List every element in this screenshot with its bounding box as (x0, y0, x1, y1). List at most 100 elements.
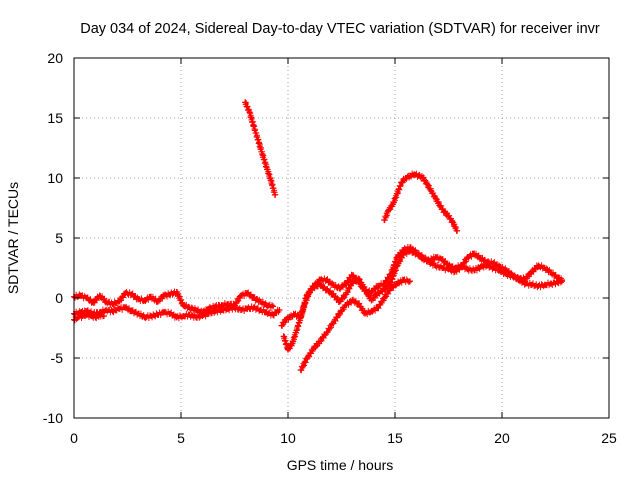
x-tick-label: 10 (280, 430, 296, 446)
data-point (310, 283, 317, 289)
data-point (83, 295, 90, 301)
data-point (255, 136, 262, 143)
data-point (259, 151, 266, 157)
data-point (535, 283, 542, 289)
data-point (406, 278, 413, 285)
grid (74, 58, 609, 418)
data-point (362, 310, 369, 317)
data-point (180, 302, 187, 309)
data-point (394, 280, 401, 287)
data-point (426, 257, 433, 264)
data-point (109, 301, 116, 307)
data-point (128, 291, 135, 298)
data-point (242, 99, 249, 106)
data-point (400, 277, 407, 283)
data-point (355, 279, 362, 286)
data-point (289, 340, 296, 347)
data-point (270, 311, 277, 318)
data-point (302, 299, 309, 306)
data-point (128, 308, 135, 315)
data-point (173, 289, 180, 295)
series-track-7 (297, 276, 413, 374)
data-point (394, 190, 401, 197)
data-point (548, 280, 555, 287)
y-tick-label: 20 (47, 50, 63, 66)
data-point (135, 296, 142, 303)
data-point (323, 277, 330, 283)
data-point (267, 177, 274, 184)
series-track-4 (242, 99, 279, 199)
data-point (484, 262, 491, 269)
data-point (548, 269, 555, 276)
data-point (387, 285, 394, 292)
data-point (115, 298, 122, 305)
data-point (257, 298, 264, 305)
data-point (471, 267, 478, 274)
data-point (250, 123, 257, 130)
data-point (96, 311, 103, 318)
data-point (115, 305, 122, 312)
data-point (381, 286, 388, 293)
data-point (415, 172, 422, 179)
series-track-6 (280, 243, 565, 353)
axis-ticks (73, 57, 610, 419)
data-point (291, 311, 298, 318)
data-point (445, 213, 452, 220)
data-point (413, 249, 420, 256)
data-point (263, 309, 270, 316)
data-point (432, 254, 439, 261)
data-point (381, 280, 388, 287)
series-track-8 (381, 170, 461, 234)
data-point (293, 327, 300, 334)
data-point (310, 345, 317, 352)
data-point (522, 275, 529, 282)
data-point (329, 281, 336, 288)
data-point (387, 279, 394, 286)
data-point (205, 305, 212, 312)
chart-title: Day 034 of 2024, Sidereal Day-to-day VTE… (80, 21, 600, 37)
data-point (385, 207, 392, 214)
data-point (432, 195, 439, 202)
data-point (458, 262, 465, 269)
data-point (342, 302, 349, 309)
y-tick-label: 0 (55, 290, 63, 306)
data-point (387, 271, 394, 277)
data-point (96, 292, 103, 299)
data-point (92, 314, 99, 321)
series-track-3 (71, 288, 277, 316)
data-point (329, 291, 336, 298)
data-point (439, 256, 446, 263)
data-point (192, 307, 199, 313)
data-point (122, 290, 129, 297)
data-point (554, 274, 561, 281)
data-point (349, 272, 356, 279)
data-point (167, 310, 174, 317)
data-point (477, 263, 484, 270)
y-axis-label: SDTVAR / TECUs (5, 182, 21, 294)
data-point (419, 255, 426, 262)
data-point (285, 346, 291, 353)
data-point (449, 219, 456, 226)
data-point (278, 322, 285, 329)
data-point (237, 292, 244, 299)
data-point (490, 265, 497, 271)
data-point (192, 314, 199, 321)
data-point (368, 308, 375, 315)
data-point (389, 201, 396, 208)
x-tick-label: 20 (494, 430, 510, 446)
data-point (464, 254, 471, 261)
data-point (362, 287, 369, 294)
data-point (154, 311, 161, 318)
y-tick-label: -10 (43, 410, 63, 426)
data-point (323, 286, 330, 293)
data-point (374, 283, 381, 289)
x-axis-label: GPS time / hours (287, 457, 394, 473)
x-tick-label: 25 (601, 430, 617, 446)
data-point (250, 295, 257, 301)
data-point (231, 302, 238, 309)
data-point (349, 279, 356, 286)
data-point (406, 244, 413, 251)
data-point (77, 292, 84, 299)
y-tick-label: 5 (55, 230, 63, 246)
